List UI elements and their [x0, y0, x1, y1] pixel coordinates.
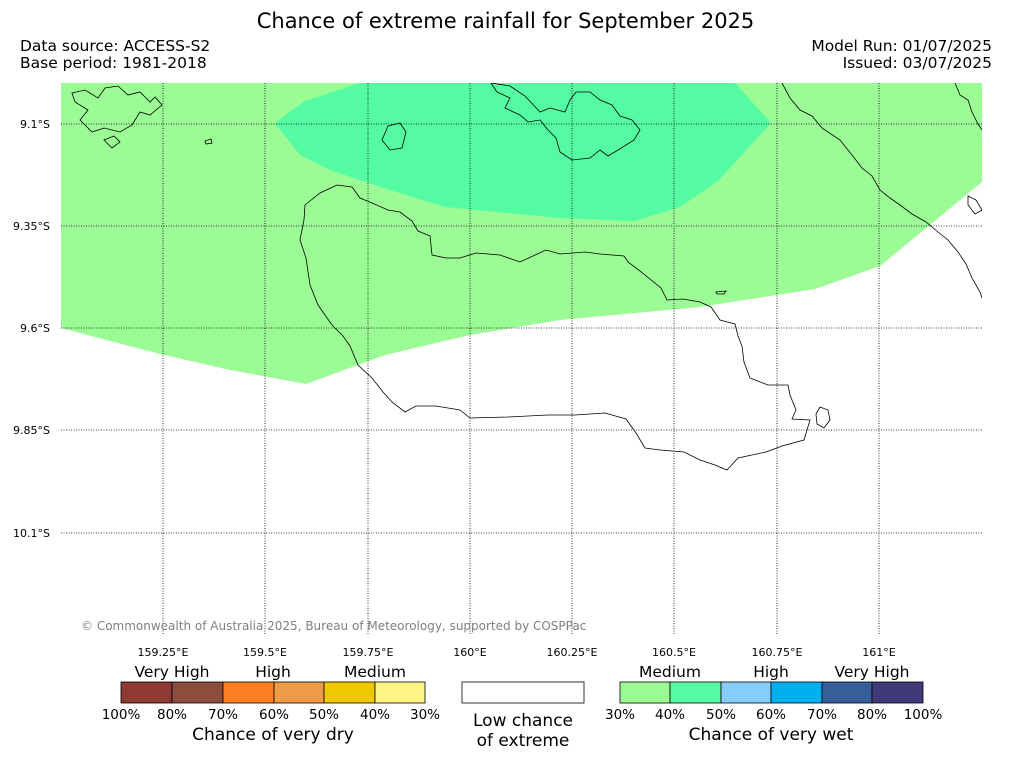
legend-level-label: Very High — [134, 663, 209, 681]
lat-label: 9.35°S — [13, 220, 50, 233]
legend-level-label: High — [753, 663, 789, 681]
legend-swatch — [222, 681, 275, 704]
legend-tick: 70% — [807, 707, 837, 723]
legend-wet: Medium High Very High 30% 40% 50% 60% 70… — [605, 663, 942, 745]
legend-dry: Very High High Medium 100% 80% 70% 60% 5… — [102, 663, 440, 745]
legend-swatch — [273, 681, 325, 704]
legend-swatch — [120, 681, 173, 704]
legend-caption-neutral-line1: Low chance — [473, 711, 573, 731]
islet-northwest — [204, 138, 213, 145]
run-info: Model Run: 01/07/2025 Issued: 03/07/2025 — [811, 38, 992, 72]
legend-caption-wet: Chance of very wet — [689, 725, 854, 745]
issued-date: Issued: 03/07/2025 — [842, 54, 992, 72]
legend-caption-dry: Chance of very dry — [192, 725, 354, 745]
island-malaita-north-coast — [954, 83, 982, 131]
legend-level-label: Medium — [639, 663, 701, 681]
legend-tick: 30% — [410, 707, 440, 723]
legend-swatch — [770, 681, 823, 704]
chart-title: Chance of extreme rainfall for September… — [256, 9, 755, 33]
graticule — [61, 83, 982, 634]
lon-label: 159.5°E — [243, 646, 287, 659]
legend-tick: 70% — [208, 707, 238, 723]
source-info: Data source: ACCESS-S2 Base period: 1981… — [20, 38, 210, 72]
lon-label: 160°E — [453, 646, 486, 659]
legend-level-label: Very High — [834, 663, 909, 681]
legend-caption-neutral-line2: of extreme — [477, 731, 570, 751]
island-small-southeast — [815, 406, 831, 429]
islet-northeast — [967, 195, 982, 215]
legend-tick: 50% — [706, 707, 736, 723]
island-malaita-coast — [781, 83, 982, 299]
legend-tick: 60% — [259, 707, 289, 723]
legend-swatch — [669, 681, 722, 704]
legend-swatch — [171, 681, 224, 704]
map-area: © Commonwealth of Australia 2025, Bureau… — [61, 83, 982, 634]
legend-tick: 100% — [102, 707, 141, 723]
coastlines — [71, 83, 982, 471]
island-northwest — [71, 85, 163, 133]
lon-label: 160.5°E — [652, 646, 696, 659]
legend-tick: 60% — [756, 707, 786, 723]
legend-swatch-neutral — [461, 681, 585, 704]
lon-label: 160.75°E — [752, 646, 803, 659]
model-run: Model Run: 01/07/2025 — [811, 37, 992, 55]
legend-level-label: Medium — [344, 663, 406, 681]
latitude-labels: 9.1°S 9.35°S 9.6°S 9.85°S 10.1°S — [13, 118, 50, 540]
lat-label: 9.85°S — [13, 424, 50, 437]
legend-tick: 40% — [360, 707, 390, 723]
lon-label: 161°E — [862, 646, 895, 659]
lat-label: 10.1°S — [13, 527, 50, 540]
legend-swatch — [821, 681, 873, 704]
legend-swatch — [619, 681, 671, 704]
very-wet-40-50-zone — [275, 83, 771, 221]
legend-tick: 100% — [904, 707, 943, 723]
legend-tick: 80% — [857, 707, 887, 723]
legend-level-label: High — [255, 663, 291, 681]
data-source: Data source: ACCESS-S2 — [20, 37, 211, 55]
island-guadalcanal-coast — [299, 184, 811, 471]
copyright-notice: © Commonwealth of Australia 2025, Bureau… — [81, 619, 586, 633]
legend-tick: 40% — [655, 707, 685, 723]
lat-label: 9.1°S — [20, 118, 50, 131]
legend-tick: 50% — [309, 707, 339, 723]
legend-swatch — [871, 681, 924, 704]
base-period: Base period: 1981-2018 — [20, 54, 207, 72]
legend-neutral: Low chance of extreme — [461, 681, 585, 751]
islet-central — [715, 290, 727, 295]
lon-label: 160.25°E — [547, 646, 598, 659]
lon-label: 159.25°E — [138, 646, 189, 659]
legend-tick: 30% — [605, 707, 635, 723]
longitude-labels: 159.25°E 159.5°E 159.75°E 160°E 160.25°E… — [138, 646, 896, 659]
legend-swatch — [323, 681, 376, 704]
lat-label: 9.6°S — [20, 322, 50, 335]
island-northwest-small — [103, 135, 121, 149]
legend-swatch — [374, 681, 426, 704]
lon-label: 159.75°E — [343, 646, 394, 659]
island-florida-north — [490, 83, 641, 161]
island-small-central — [381, 122, 407, 151]
legend-swatch — [720, 681, 772, 704]
legend-tick: 80% — [157, 707, 187, 723]
very-wet-30-40-zone — [61, 83, 982, 384]
